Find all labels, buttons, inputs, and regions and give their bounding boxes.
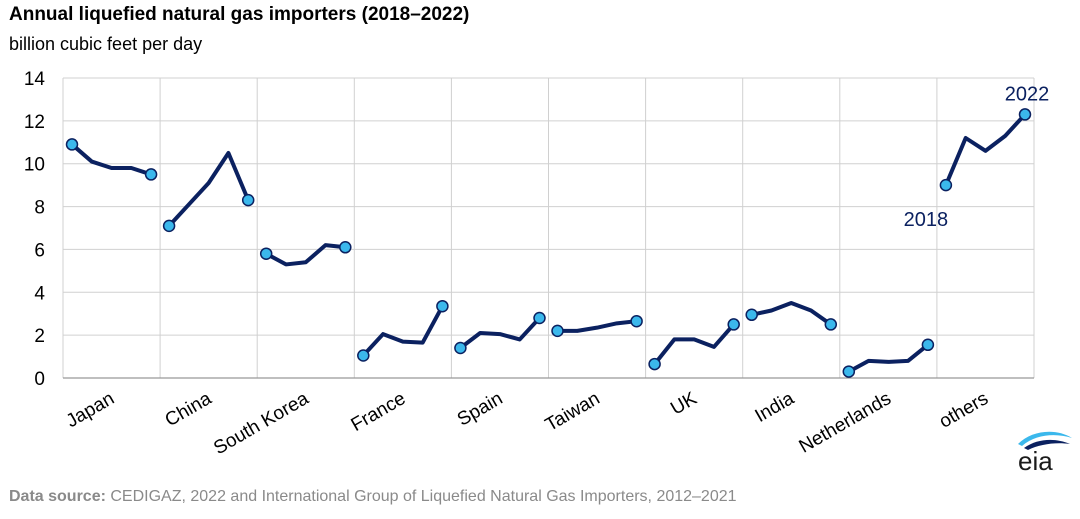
data-point-2018 [939, 178, 953, 192]
data-source-text: CEDIGAZ, 2022 and International Group of… [110, 488, 737, 505]
year-annotation-2018: 2018 [904, 209, 949, 231]
category-label: South Korea [210, 388, 312, 459]
y-tick-label: 0 [34, 369, 45, 390]
category-label: Taiwan [542, 388, 604, 436]
data-point-2018 [65, 138, 79, 151]
data-point-2018 [357, 349, 370, 362]
eia-logo-swoosh [1018, 431, 1072, 446]
y-axis-unit-label: billion cubic feet per day [9, 34, 203, 54]
category-label: UK [667, 388, 701, 420]
data-point-2018 [648, 357, 661, 371]
series-line-south-korea [264, 243, 348, 267]
y-tick-label: 8 [34, 198, 45, 219]
category-label: France [348, 388, 410, 436]
data-point-2018 [162, 219, 176, 233]
series-line-japan [70, 142, 154, 177]
data-source-label: Data source: [9, 488, 106, 505]
data-point-2022 [533, 311, 546, 325]
series-line-taiwan [555, 319, 639, 333]
data-point-2022 [630, 314, 643, 328]
series-line-india [749, 301, 833, 327]
data-point-2022 [241, 193, 255, 207]
data-point-2018 [259, 247, 273, 260]
eia-logo-text: eia [1018, 446, 1053, 474]
data-point-2022 [339, 241, 352, 254]
eia-logo: eia [1018, 431, 1072, 474]
category-label: Japan [63, 388, 118, 432]
data-point-2018 [551, 324, 564, 338]
data-point-2022 [1018, 108, 1032, 121]
data-point-2022 [727, 318, 740, 331]
y-tick-label: 2 [34, 326, 45, 347]
series-line-france [361, 304, 445, 358]
chart-title: Annual liquefied natural gas importers (… [9, 4, 470, 25]
y-tick-label: 10 [24, 155, 45, 176]
category-label: Spain [454, 388, 507, 430]
data-point-2022 [144, 168, 158, 181]
category-label: India [752, 388, 799, 427]
y-tick-label: 6 [34, 240, 45, 261]
series-line-others [943, 112, 1027, 188]
y-tick-label: 14 [24, 69, 46, 90]
series-line-spain [458, 316, 542, 350]
y-tick-label: 12 [24, 112, 45, 133]
series-line-netherlands [846, 342, 930, 374]
data-point-2022 [824, 318, 838, 331]
data-point-2018 [745, 308, 758, 322]
data-point-2022 [436, 299, 449, 313]
y-tick-label: 4 [34, 283, 45, 304]
data-source-note: Data source: CEDIGAZ, 2022 and Internati… [9, 488, 737, 506]
series-line-uk [652, 322, 736, 367]
category-label: Netherlands [796, 388, 895, 457]
year-annotation-2022: 2022 [1005, 83, 1050, 105]
eia-logo-swoosh-dark [1024, 439, 1070, 450]
data-point-2018 [454, 341, 467, 355]
data-point-2022 [921, 338, 935, 352]
series-line-china [167, 151, 251, 228]
category-label: China [162, 388, 216, 431]
category-label: others [936, 388, 992, 433]
data-point-2018 [842, 365, 856, 378]
